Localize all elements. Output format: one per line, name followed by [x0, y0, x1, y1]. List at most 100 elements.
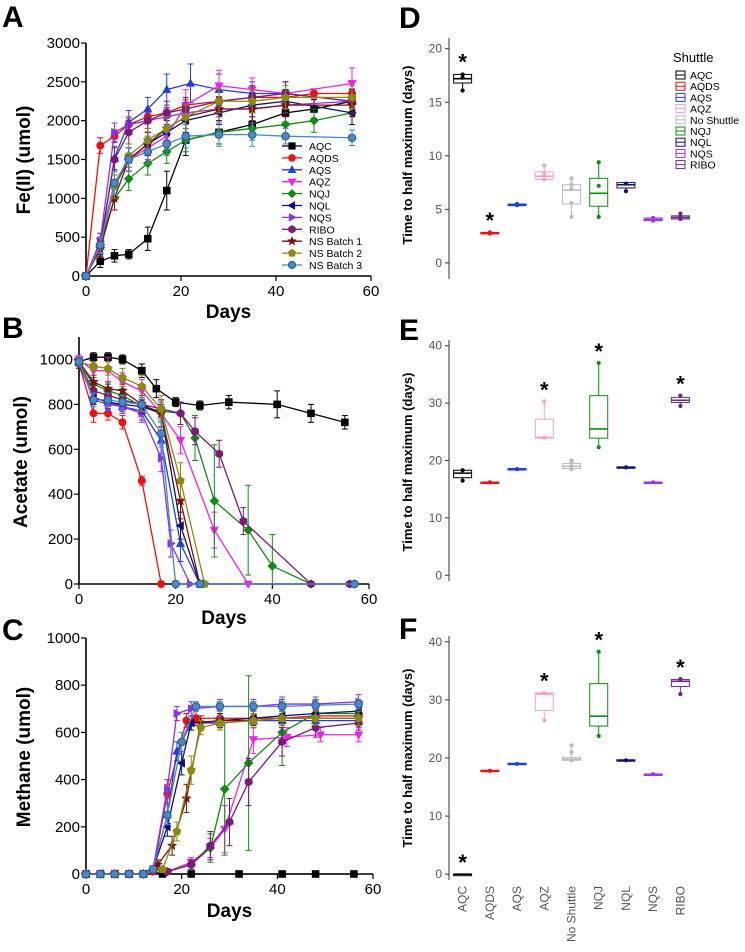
box-point — [596, 214, 601, 219]
y-tick-label: 0 — [72, 866, 80, 883]
data-point — [196, 401, 204, 410]
x-tick-label: AQS — [510, 886, 524, 911]
legend-label: NQL — [690, 137, 712, 149]
data-point — [88, 376, 99, 387]
x-tick-label: 60 — [361, 591, 378, 608]
legend-marker — [287, 248, 297, 257]
data-point — [123, 174, 134, 184]
data-point — [354, 699, 363, 709]
legend-marker — [287, 260, 297, 270]
legend-label: AQDS — [690, 81, 720, 93]
data-point — [96, 869, 105, 879]
series-ns-batch-3 — [74, 356, 359, 589]
data-point — [172, 826, 182, 836]
y-tick-label: 20 — [429, 42, 443, 56]
y-tick-label: 0 — [435, 568, 442, 582]
y-axis-title: Time to half maximum (days) — [400, 373, 415, 552]
y-axis-title: Acetate (umol) — [11, 396, 32, 528]
box-ribo: * — [670, 655, 690, 697]
box-nql — [616, 758, 636, 763]
box-point — [569, 750, 574, 755]
y-tick-label: 20 — [429, 454, 443, 468]
series-ns-batch-2 — [74, 356, 210, 588]
box-point — [678, 691, 683, 697]
data-point — [124, 869, 134, 879]
data-point — [195, 579, 205, 589]
legend-marker — [287, 178, 297, 187]
series-line — [86, 715, 359, 875]
data-point — [181, 131, 191, 141]
box-point — [569, 467, 574, 472]
data-point — [158, 870, 167, 878]
data-point — [215, 449, 224, 459]
data-point — [137, 400, 147, 409]
box-point — [651, 772, 656, 777]
y-tick-label: 400 — [48, 486, 73, 503]
line-panel-A: 0 500 1000 1500 2000 2500 3000 0 20 40 60 Days Fe(II… — [2, 1, 379, 323]
x-tick-label: 20 — [173, 283, 190, 300]
y-tick-label: 1000 — [40, 351, 73, 368]
data-point — [309, 115, 319, 126]
data-point — [214, 96, 224, 106]
x-tick-label: AQDS — [483, 886, 497, 920]
box-point — [596, 160, 601, 165]
data-point — [219, 784, 230, 794]
panel-label: B — [2, 312, 24, 345]
data-point — [175, 437, 186, 446]
data-point — [278, 737, 286, 747]
data-point — [311, 700, 320, 710]
x-tick-label: NQS — [646, 886, 660, 912]
box-point — [569, 464, 574, 469]
box-point — [487, 480, 492, 485]
panel-label: D — [399, 2, 421, 35]
box-no-shuttle — [562, 743, 581, 763]
data-point — [354, 731, 364, 740]
box-ribo: * — [670, 372, 690, 409]
box-point — [569, 458, 574, 463]
data-point — [175, 521, 184, 531]
data-point — [239, 516, 248, 526]
data-point — [143, 147, 153, 157]
box-point — [460, 468, 465, 473]
data-point — [244, 777, 253, 787]
data-point — [89, 409, 98, 418]
legend-label: RIBO — [690, 160, 716, 172]
box-aqz — [534, 163, 554, 182]
legend-marker — [286, 235, 298, 246]
data-point — [118, 418, 127, 427]
box-point — [596, 360, 601, 366]
data-point — [156, 429, 166, 438]
box-no-shuttle — [562, 458, 581, 472]
data-point — [307, 409, 315, 418]
data-point — [214, 130, 224, 139]
y-tick-label: 400 — [55, 772, 80, 789]
box-point — [678, 676, 683, 682]
data-point — [162, 108, 171, 118]
box-point — [514, 467, 520, 472]
data-point — [163, 810, 172, 820]
box-no-shuttle — [562, 176, 581, 219]
box-point — [623, 758, 629, 763]
data-point — [95, 240, 105, 250]
box-aqc: * — [453, 49, 473, 93]
data-point — [157, 453, 167, 463]
box-point — [596, 649, 601, 654]
data-point — [225, 817, 234, 827]
y-tick-label: 20 — [429, 751, 443, 765]
legend-label: AQC — [690, 70, 713, 82]
box-point — [569, 214, 574, 219]
y-tick-label: 10 — [429, 149, 443, 163]
box-point — [460, 75, 465, 80]
box-point — [460, 88, 465, 93]
x-tick-label: NQL — [619, 886, 633, 911]
data-point — [74, 357, 84, 367]
legend-label: AQS — [309, 165, 331, 177]
y-tick-label: 40 — [429, 635, 443, 649]
data-point — [124, 250, 133, 259]
data-point — [89, 353, 98, 362]
line-panel-B: 0 200 400 600 800 1000 0 20 40 60 Days Acetate (umo… — [2, 312, 377, 629]
significance-star: * — [458, 850, 467, 875]
box — [534, 418, 554, 439]
box-nqs — [643, 215, 663, 223]
legend-label: AQDS — [309, 153, 339, 165]
